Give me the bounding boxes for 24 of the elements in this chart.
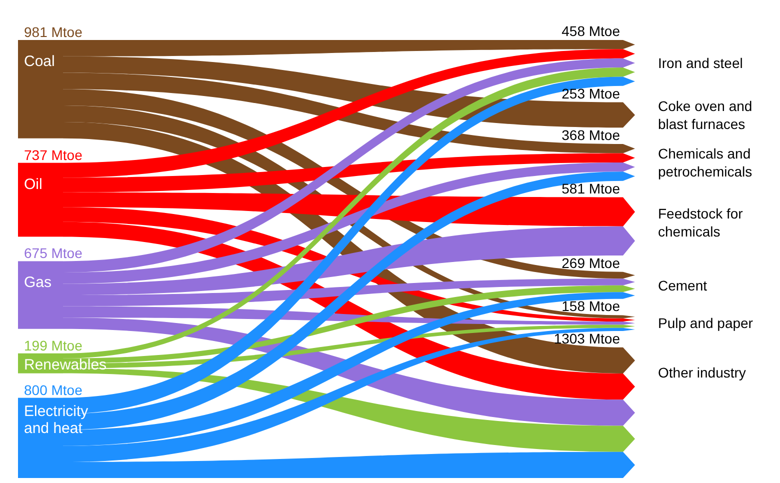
- category-label: Iron and steel: [658, 54, 743, 71]
- data-label: 199 Mtoe: [24, 337, 83, 354]
- data-label: 269 Mtoe: [562, 254, 620, 271]
- data-label: 737 Mtoe: [24, 146, 83, 163]
- data-label: 458 Mtoe: [562, 23, 620, 39]
- data-label: 675 Mtoe: [24, 245, 83, 262]
- category-label: Electricity and heat: [24, 402, 89, 437]
- data-label: 800 Mtoe: [24, 382, 83, 398]
- data-label: 581 Mtoe: [562, 180, 620, 196]
- category-label: Oil: [24, 176, 42, 193]
- data-label: 368 Mtoe: [562, 127, 620, 143]
- data-label: 253 Mtoe: [562, 85, 620, 102]
- category-label: Pulp and paper: [658, 315, 754, 332]
- category-label: Gas: [24, 274, 52, 292]
- category-label: Coal: [24, 53, 55, 70]
- data-label: 1303 Mtoe: [554, 330, 620, 346]
- category-label: Coke oven and blast furnaces: [658, 98, 752, 132]
- category-label: Chemicals and petrochemicals: [658, 145, 752, 180]
- category-label: Feedstock for chemicals: [658, 205, 744, 240]
- category-label: Cement: [658, 277, 708, 294]
- data-label: 981 Mtoe: [24, 24, 83, 40]
- category-label: Other industry: [658, 364, 746, 380]
- category-label: Renewables: [24, 356, 107, 374]
- data-label: 158 Mtoe: [562, 298, 620, 314]
